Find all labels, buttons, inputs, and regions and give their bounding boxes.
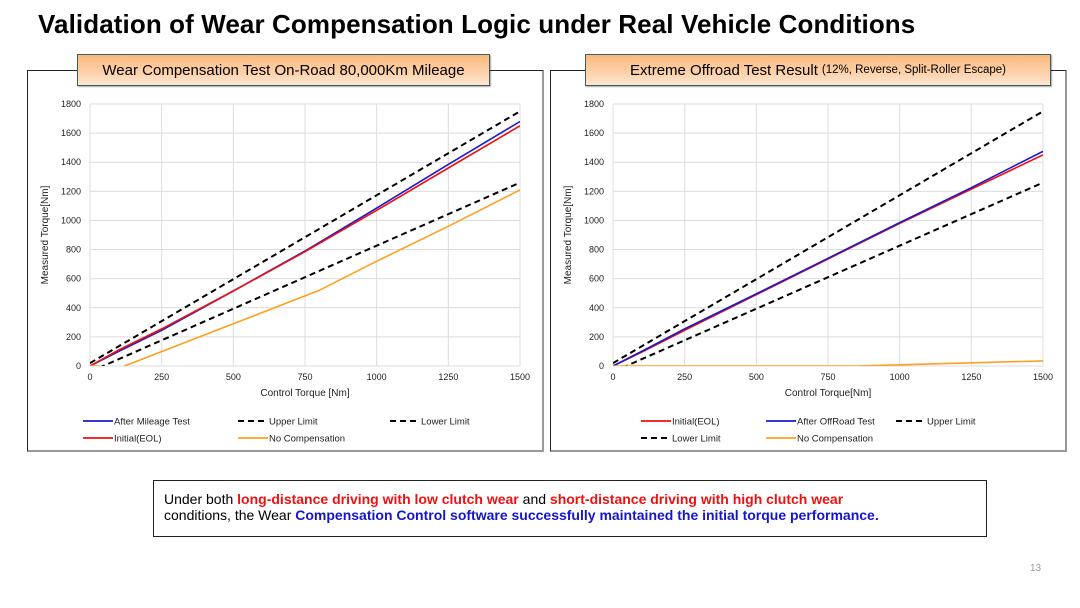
x-axis-label: Control Torque[Nm] (785, 388, 872, 399)
legend-item: After Mileage Test (83, 417, 190, 428)
x-tick-label: 500 (226, 372, 241, 382)
summary-text-3: conditions, the Wear (164, 507, 296, 523)
series-line-lower-limit (623, 181, 1043, 366)
y-tick-label: 1800 (584, 99, 604, 109)
x-tick-label: 1250 (438, 372, 458, 382)
x-tick-label: 1500 (1033, 372, 1053, 382)
y-tick-label: 0 (76, 361, 81, 371)
legend-item: Lower Limit (390, 417, 470, 428)
x-tick-label: 250 (154, 372, 169, 382)
chart-frame-mileage: 0 250 500 750 1000 1250 1500 0 200 400 600 800 1000 1… (27, 70, 544, 452)
y-tick-label: 600 (66, 274, 81, 284)
legend-label: Upper Limit (269, 417, 318, 428)
x-tick-label: 1250 (961, 372, 981, 382)
x-tick-label: 750 (297, 372, 312, 382)
legend-item: Upper Limit (896, 417, 976, 428)
x-tick-label: 500 (749, 372, 764, 382)
x-axis-label: Control Torque [Nm] (260, 388, 350, 399)
x-tick-label: 0 (87, 372, 92, 382)
series-line-upper-limit (613, 110, 1043, 364)
y-tick-label: 400 (589, 303, 604, 313)
legend-item: No Compensation (766, 434, 873, 445)
chart-mileage-test: 0 250 500 750 1000 1250 1500 0 200 400 600 800 1000 1… (40, 99, 530, 445)
summary-box: Under both long-distance driving with lo… (153, 480, 987, 537)
summary-highlight-long-distance: long-distance driving with low clutch we… (237, 491, 519, 507)
y-tick-label: 200 (589, 332, 604, 342)
y-tick-label: 800 (589, 245, 604, 255)
chart-header-mileage: Wear Compensation Test On-Road 80,000Km … (77, 54, 490, 86)
legend-label: After Mileage Test (114, 417, 190, 428)
y-axis-label: Measured Torque[Nm] (563, 185, 574, 284)
x-tick-label: 1500 (510, 372, 530, 382)
chart-title-suffix: (12%, Reverse, Split-Roller Escape) (821, 64, 1006, 76)
y-tick-label: 600 (589, 274, 604, 284)
x-tick-label: 1000 (890, 372, 910, 382)
series-line-no-compensation (613, 360, 1043, 366)
x-tick-label: 250 (677, 372, 692, 382)
y-tick-label: 400 (66, 303, 81, 313)
y-tick-label: 1400 (61, 157, 81, 167)
summary-highlight-short-distance: short-distance driving with high clutch … (549, 491, 844, 507)
y-axis-label: Measured Torque[Nm] (40, 185, 51, 284)
y-tick-label: 1000 (61, 215, 81, 225)
legend-item: Upper Limit (238, 417, 318, 428)
summary-highlight-conclusion: Compensation Control software successful… (295, 507, 879, 523)
y-tick-label: 0 (599, 361, 604, 371)
y-tick-label: 1200 (584, 186, 604, 196)
series-line-initial-eol- (90, 125, 520, 366)
legend-item: Initial(EOL) (83, 434, 162, 445)
y-tick-label: 1400 (584, 157, 604, 167)
legend-label: After OffRoad Test (797, 417, 875, 428)
slide-title: Validation of Wear Compensation Logic un… (38, 9, 916, 39)
legend-label: Lower Limit (421, 417, 470, 428)
chart-title: Wear Compensation Test On-Road 80,000Km … (102, 61, 465, 79)
legend-item: Lower Limit (641, 434, 721, 445)
summary-text-2: and (518, 491, 550, 507)
legend-label: No Compensation (269, 434, 345, 445)
legend-label: Lower Limit (672, 434, 721, 445)
legend-item: After OffRoad Test (766, 417, 875, 428)
legend-label: Upper Limit (927, 417, 976, 428)
series-line-after-offroad-test (613, 150, 1043, 366)
chart-title: Extreme Offroad Test Result (630, 61, 818, 79)
chart-frame-offroad: 0 250 500 750 1000 1250 1500 0 200 400 600 800 1000 1… (550, 70, 1067, 452)
x-tick-label: 750 (820, 372, 835, 382)
series-line-no-compensation (90, 189, 520, 366)
y-tick-label: 1200 (61, 186, 81, 196)
legend-label: No Compensation (797, 434, 873, 445)
series-line-lower-limit (100, 181, 520, 366)
legend-label: Initial(EOL) (114, 434, 162, 445)
y-tick-label: 1800 (61, 99, 81, 109)
legend-item: Initial(EOL) (641, 417, 720, 428)
y-tick-label: 1600 (584, 128, 604, 138)
y-tick-label: 1600 (61, 128, 81, 138)
legend-label: Initial(EOL) (672, 417, 720, 428)
chart-offroad-test: 0 250 500 750 1000 1250 1500 0 200 400 600 800 1000 1… (563, 99, 1053, 445)
y-tick-label: 1000 (584, 215, 604, 225)
page-number: 13 (1030, 563, 1042, 574)
x-tick-label: 1000 (367, 372, 387, 382)
y-tick-label: 800 (66, 245, 81, 255)
x-tick-label: 0 (610, 372, 615, 382)
series-line-upper-limit (90, 110, 520, 364)
legend-item: No Compensation (238, 434, 345, 445)
summary-text-1: Under both (164, 491, 238, 507)
y-tick-label: 200 (66, 332, 81, 342)
chart-header-offroad: Extreme Offroad Test Result (12%, Revers… (585, 54, 1051, 86)
